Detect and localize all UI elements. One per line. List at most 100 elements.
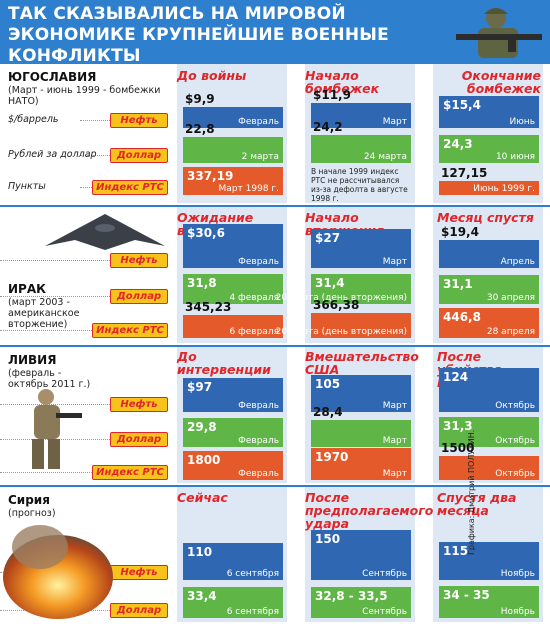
bar-date-label: 4 февраля xyxy=(229,293,279,303)
country-name: ИРАК xyxy=(8,282,46,296)
bar-value-label: $15,4 xyxy=(443,98,481,112)
data-bar: Октябрь xyxy=(439,417,539,447)
data-bar: 20 марта (день вторжения) xyxy=(276,274,411,304)
bar-date-label: 20 марта (день вторжения) xyxy=(275,292,407,303)
data-bar: Февраль xyxy=(183,107,283,128)
page-title: ТАК СКАЗЫВАЛИСЬ НА МИРОВОЙ ЭКОНОМИКЕ КРУ… xyxy=(8,4,389,66)
bar-value-label: $9,9 xyxy=(185,92,215,107)
bar-date-label: Октябрь xyxy=(495,468,535,479)
bar-value-label: 337,19 xyxy=(187,169,234,183)
column-heading: Начало бомбежек xyxy=(305,68,380,96)
leader-line xyxy=(80,187,92,188)
bar-date-label: 20 марта (день вторжения) xyxy=(275,326,407,337)
data-bar: Октябрь xyxy=(439,455,539,480)
country-subtitle: (прогноз) xyxy=(8,508,56,519)
bar-value-label: $97 xyxy=(187,379,213,394)
data-bar: Март xyxy=(311,419,411,447)
bar-value-label: 31,4 xyxy=(315,276,345,291)
bar-value-label: 446,8 xyxy=(443,310,481,324)
data-bar: 10 июня xyxy=(439,135,539,163)
series-badge: Доллар xyxy=(110,148,168,163)
bar-value-label: 1500 xyxy=(441,440,475,455)
bar-date-label: Июнь xyxy=(509,117,536,127)
section-divider xyxy=(0,62,550,64)
bar-value-label: 31,3 xyxy=(443,419,473,433)
country-name: ЮГОСЛАВИЯ xyxy=(8,70,97,84)
bar-value-label: 110 xyxy=(187,545,213,560)
series-badge: Доллар xyxy=(110,432,168,447)
column-panel xyxy=(433,64,543,203)
bar-date-label: Февраль xyxy=(238,468,279,479)
bar-date-label: Февраль xyxy=(238,116,279,127)
country-subtitle: (февраль - октябрь 2011 г.) xyxy=(8,368,91,390)
data-bar: Июнь xyxy=(439,96,539,128)
column-heading: Месяц спустя xyxy=(437,210,534,225)
bar-date-label: 6 сентября xyxy=(226,568,279,579)
leader-line xyxy=(80,155,110,156)
bar-value-label: 1800 xyxy=(187,452,221,467)
data-bar: Февраль xyxy=(183,418,283,447)
bar-date-label: Ноябрь xyxy=(500,607,535,617)
data-bar: Июнь 1999 г. xyxy=(439,181,539,195)
series-badge: Нефть xyxy=(110,565,168,580)
row-unit-label: $/баррель xyxy=(8,114,59,125)
bar-date-label: Февраль xyxy=(238,257,279,267)
series-badge: Индекс РТС xyxy=(92,465,168,480)
data-bar: Ноябрь xyxy=(439,586,539,618)
bar-date-label: 6 февраля xyxy=(229,326,279,337)
data-bar: Сентябрь xyxy=(311,530,411,580)
soldier-icon xyxy=(456,8,542,58)
data-bar: Март xyxy=(311,103,411,128)
series-badge: Индекс РТС xyxy=(92,323,168,338)
bar-value-label: 31,8 xyxy=(187,276,217,290)
soldier-figure-icon xyxy=(14,385,84,475)
bar-date-label: 10 июня xyxy=(495,152,535,162)
section-divider xyxy=(0,205,550,207)
data-bar: 6 февраля xyxy=(183,314,283,338)
column-heading: Спустя два месяца xyxy=(437,490,517,518)
leader-line xyxy=(0,330,92,331)
bar-value-label: 105 xyxy=(315,376,341,391)
leader-line xyxy=(0,260,110,261)
column-heading: До войны xyxy=(177,68,247,83)
bar-date-label: Март xyxy=(382,469,407,479)
series-badge: Индекс РТС xyxy=(92,180,168,195)
explosion-icon xyxy=(0,512,115,622)
bar-value-label: $27 xyxy=(315,231,341,246)
country-name: Сирия xyxy=(8,493,50,507)
column-heading: До интервенции xyxy=(177,349,271,377)
data-bar: Март xyxy=(311,448,411,480)
bar-value-label: 28,4 xyxy=(313,404,343,419)
note-text: В начале 1999 индекс РТС не рассчитывалс… xyxy=(311,167,408,203)
header-band xyxy=(0,0,550,62)
bar-date-label: Ноябрь xyxy=(500,568,535,579)
data-bar: 30 апреля xyxy=(439,274,539,304)
data-bar: 4 февраля xyxy=(183,274,283,304)
column-heading: Сейчас xyxy=(177,490,228,505)
bar-value-label: 24,3 xyxy=(443,137,473,151)
country-name: ЛИВИЯ xyxy=(8,353,57,367)
bar-date-label: 30 апреля xyxy=(486,292,535,303)
data-bar: Ноябрь xyxy=(439,541,539,580)
data-bar: 6 сентября xyxy=(183,587,283,618)
country-subtitle: (Март - июнь 1999 - бомбежки НАТО) xyxy=(8,85,161,107)
bar-date-label: Апрель xyxy=(500,256,535,267)
row-unit-label: Пункты xyxy=(8,181,46,192)
data-bar: 24 марта xyxy=(311,135,411,163)
section-divider xyxy=(0,345,550,347)
bar-date-label: Март xyxy=(382,256,407,267)
bomber-plane-icon xyxy=(40,206,170,256)
leader-line xyxy=(0,404,110,405)
bar-date-label: 2 марта xyxy=(241,151,279,162)
data-bar: Март xyxy=(311,374,411,412)
data-bar: Апрель xyxy=(439,240,539,268)
bar-date-label: Март xyxy=(382,435,407,446)
credit-text: Графика: Дмитрий ПОЛУХИН. xyxy=(466,429,476,555)
bar-value-label: 150 xyxy=(315,532,341,546)
section-divider xyxy=(0,485,550,487)
column-heading: После предполагаемого удара xyxy=(305,490,434,531)
bar-value-label: $11,9 xyxy=(313,88,351,103)
series-badge: Доллар xyxy=(110,289,168,304)
data-bar: Октябрь xyxy=(439,368,539,412)
